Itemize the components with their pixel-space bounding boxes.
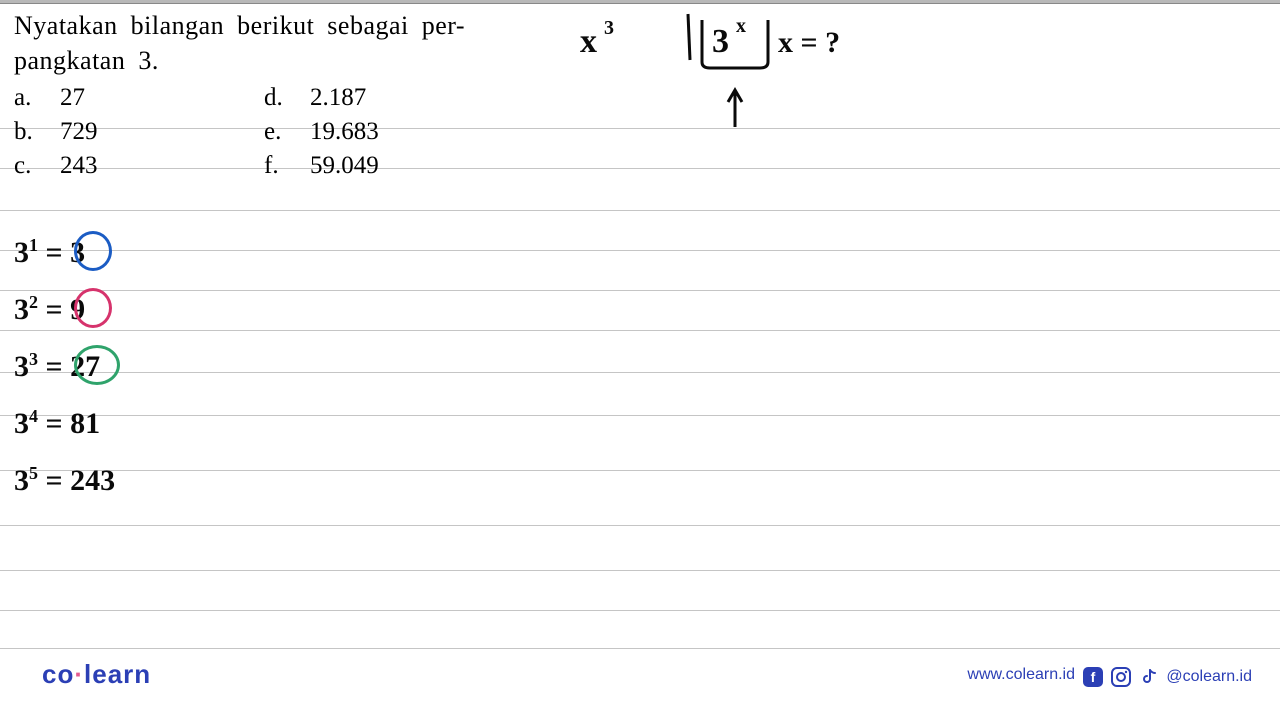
option-a: a. 27 — [14, 84, 264, 112]
handwriting-left-list: 31 = 3 32 = 9 33 = 27 34 = 81 35 = 243 — [14, 235, 214, 520]
svg-text:f: f — [1091, 669, 1096, 685]
power-row: 35 = 243 — [14, 463, 214, 498]
option-c: c. 243 — [14, 152, 264, 180]
tiktok-icon[interactable] — [1138, 666, 1160, 688]
result-circle — [74, 345, 120, 385]
x-text: x — [580, 23, 597, 60]
three-exp: x — [736, 15, 746, 37]
ruled-line — [0, 525, 1280, 526]
options-grid: a. 27 d. 2.187 b. 729 e. 19.683 c. 243 f… — [14, 84, 554, 180]
result-circle — [74, 288, 112, 328]
power-row: 31 = 3 — [14, 235, 214, 270]
option-d: d. 2.187 — [264, 84, 514, 112]
logo-dash: · — [74, 659, 84, 689]
instagram-icon[interactable] — [1110, 666, 1132, 688]
question-title: Nyatakan bilangan berikut sebagai per- p… — [14, 8, 554, 78]
power-row: 34 = 81 — [14, 406, 214, 441]
three-text: 3 — [712, 23, 729, 60]
logo-learn: learn — [84, 659, 151, 689]
hand-sketch-right: x 3 3 x x = ? — [580, 12, 930, 142]
question-block: Nyatakan bilangan berikut sebagai per- p… — [14, 8, 554, 180]
handwriting-top-right: x 3 3 x x = ? — [580, 12, 930, 132]
option-f: f. 59.049 — [264, 152, 514, 180]
power-row: 32 = 9 — [14, 292, 214, 327]
footer: co·learn www.colearn.id f @colearn.id — [0, 658, 1280, 698]
facebook-icon[interactable]: f — [1082, 666, 1104, 688]
title-line2: pangkatan 3. — [14, 46, 159, 75]
ruled-line — [0, 210, 1280, 211]
ruled-line — [0, 570, 1280, 571]
ruled-line — [0, 610, 1280, 611]
result-circle — [74, 231, 112, 271]
x-exp: 3 — [604, 17, 614, 39]
eq-text: x = ? — [778, 26, 840, 59]
divider-stroke — [688, 14, 690, 60]
website-url[interactable]: www.colearn.id — [967, 666, 1075, 684]
option-e: e. 19.683 — [264, 118, 514, 146]
option-b: b. 729 — [14, 118, 264, 146]
brand-logo: co·learn — [42, 659, 151, 690]
power-row: 33 = 27 — [14, 349, 214, 384]
logo-co: co — [42, 659, 74, 689]
social-handle[interactable]: @colearn.id — [1166, 668, 1252, 686]
ruled-line — [0, 648, 1280, 649]
top-border — [0, 0, 1280, 4]
title-line1: Nyatakan bilangan berikut sebagai per- — [14, 11, 465, 40]
social-row: f @colearn.id — [1082, 666, 1252, 688]
